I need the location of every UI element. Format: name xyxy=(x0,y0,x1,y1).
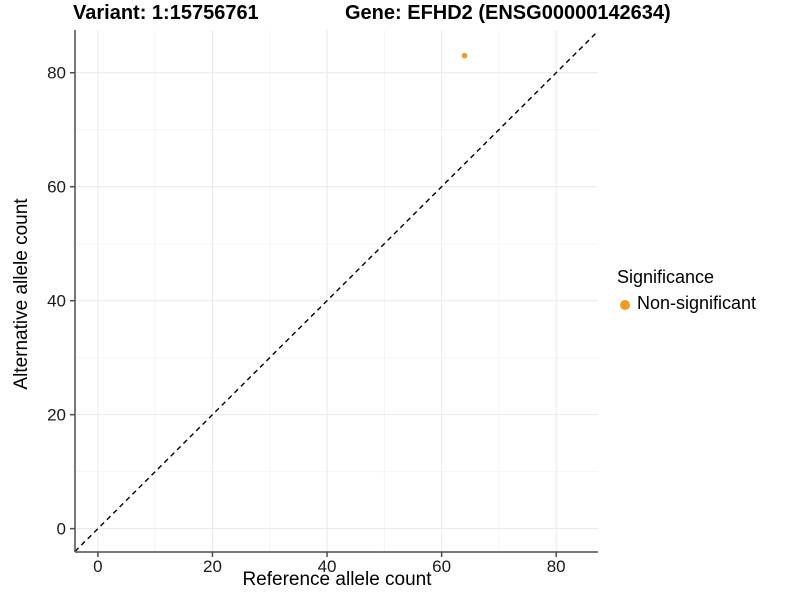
legend-item-label: Non-significant xyxy=(637,293,757,313)
x-tick-label: 20 xyxy=(203,557,222,576)
y-tick-label: 20 xyxy=(47,406,66,425)
y-tick-label: 80 xyxy=(47,64,66,83)
x-axis-title: Reference allele count xyxy=(242,569,432,590)
x-tick-label: 40 xyxy=(318,557,337,576)
plot-title-variant: Variant: 1:15756761 xyxy=(73,2,259,24)
legend: Significance Non-significant xyxy=(617,267,756,314)
plot-title-gene: Gene: EFHD2 (ENSG00000142634) xyxy=(345,2,671,24)
legend-title: Significance xyxy=(617,267,715,287)
identity-dashed-line xyxy=(74,30,599,552)
data-point xyxy=(461,52,468,59)
legend-item: Non-significant xyxy=(617,293,756,314)
legend-point-icon xyxy=(620,299,630,310)
x-tick-label: 60 xyxy=(432,557,451,576)
y-tick-label: 0 xyxy=(57,520,66,539)
x-tick-label: 80 xyxy=(547,557,566,576)
y-tick-label: 60 xyxy=(47,178,66,197)
y-tick-label: 40 xyxy=(47,292,66,311)
x-tick-label: 0 xyxy=(93,557,102,576)
y-axis-title: Alternative allele count xyxy=(11,198,32,390)
